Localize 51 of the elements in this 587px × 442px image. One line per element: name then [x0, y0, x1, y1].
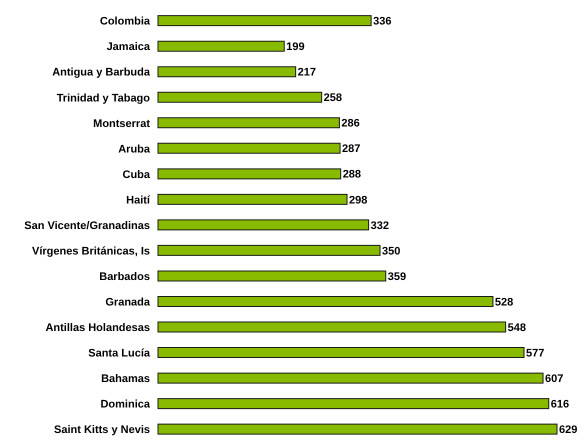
- data-label: 217: [298, 66, 316, 79]
- data-label: 359: [388, 270, 406, 283]
- y-tick-label: Jamaica: [106, 41, 151, 54]
- y-tick-label: Barbados: [99, 270, 150, 283]
- bar: [158, 168, 342, 180]
- y-tick-label: Bahamas: [101, 373, 150, 386]
- data-label: 336: [373, 16, 392, 28]
- y-tick-label: Trinidad y Tabago: [56, 92, 150, 104]
- y-tick-label: San Vicente/Granadinas: [24, 220, 150, 232]
- y-tick-label: Santa Lucía: [88, 348, 151, 360]
- bar: [158, 270, 386, 282]
- y-tick-label: Antigua y Barbuda: [52, 66, 151, 79]
- data-label: 577: [526, 347, 544, 360]
- bar: [158, 15, 372, 26]
- bar: [158, 398, 550, 410]
- data-label: 298: [349, 194, 368, 206]
- bar: [158, 296, 494, 307]
- bar: [158, 92, 322, 103]
- bar: [158, 40, 285, 52]
- data-label: 288: [342, 168, 362, 181]
- data-label: 286: [341, 118, 360, 130]
- bar: [158, 322, 506, 333]
- data-label: 616: [550, 398, 570, 411]
- bar: [158, 424, 558, 435]
- y-tick-label: Cuba: [122, 168, 151, 181]
- data-label: 199: [286, 41, 305, 54]
- data-label: 607: [545, 372, 564, 385]
- data-label: 629: [559, 424, 578, 436]
- data-label: 287: [342, 143, 360, 156]
- y-tick-label: Saint Kitts y Nevis: [54, 424, 150, 436]
- y-tick-label: Montserrat: [93, 118, 150, 130]
- data-label: 350: [382, 245, 400, 258]
- y-tick-label: Vírgenes Británicas, Is: [32, 245, 150, 258]
- bar: [158, 372, 544, 384]
- y-tick-label: Aruba: [118, 143, 151, 156]
- y-tick-label: Colombia: [100, 16, 151, 28]
- bar: [158, 194, 348, 205]
- bar: [158, 244, 381, 256]
- data-label: 548: [508, 322, 526, 334]
- bar: [158, 219, 370, 230]
- y-tick-label: Granada: [105, 296, 151, 308]
- bar: [158, 347, 525, 358]
- data-label: 258: [324, 92, 342, 104]
- bar: [158, 142, 341, 154]
- bar: [158, 66, 296, 78]
- data-label: 528: [494, 296, 514, 308]
- y-tick-label: Haití: [126, 194, 151, 206]
- y-tick-label: Antillas Holandesas: [45, 322, 150, 334]
- y-tick-label: Dominica: [100, 398, 151, 411]
- data-label: 332: [370, 220, 389, 232]
- bar: [158, 117, 340, 128]
